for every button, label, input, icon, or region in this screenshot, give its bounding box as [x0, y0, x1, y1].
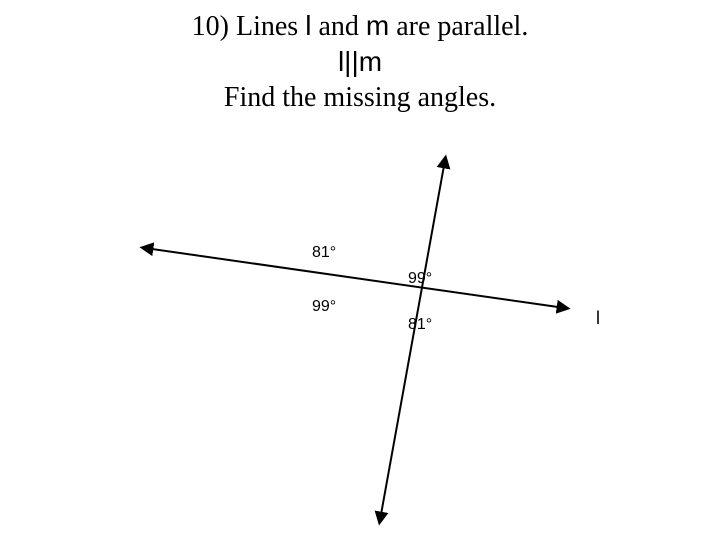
line-l-label: l — [596, 308, 600, 329]
angle-bottom-left: 99° — [312, 298, 336, 316]
transversal-line — [380, 160, 445, 520]
page: 10) Lines l and m are parallel. l||m Fin… — [0, 0, 720, 540]
angle-top-left: 81° — [312, 244, 336, 262]
line-l — [145, 248, 565, 308]
geometry-diagram — [0, 0, 720, 540]
angle-bottom-right: 81° — [408, 316, 432, 334]
angle-top-right: 99° — [408, 270, 432, 288]
